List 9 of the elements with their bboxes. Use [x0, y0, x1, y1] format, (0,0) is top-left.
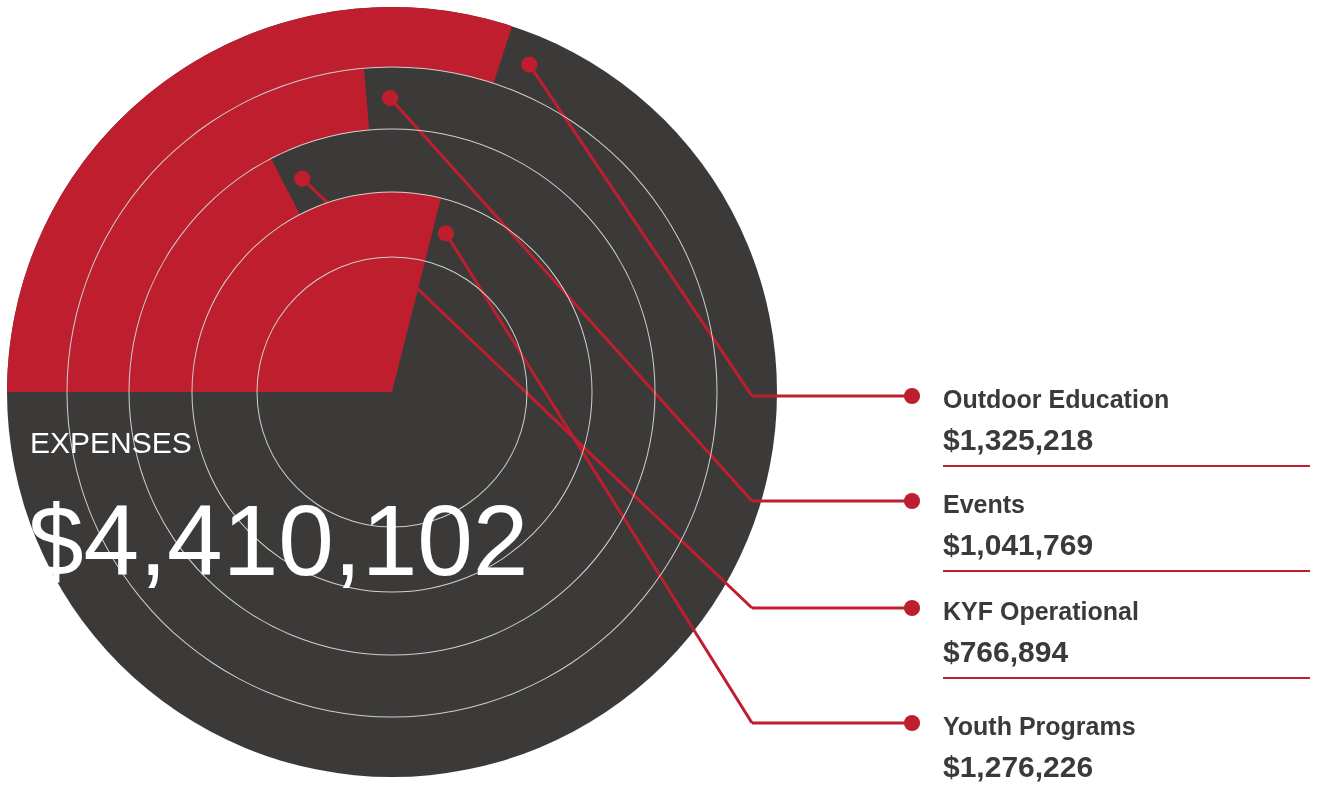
category-label: Outdoor Education [943, 385, 1170, 413]
category-label: KYF Operational [943, 597, 1139, 625]
data-label: $1,276,226 [943, 750, 1094, 783]
category-label: Events [943, 490, 1025, 518]
data-label: $766,894 [943, 635, 1069, 668]
text: EXPENSES [30, 426, 192, 459]
data-label: $1,041,769 [943, 528, 1094, 561]
data-label: $1,325,218 [943, 423, 1094, 456]
category-label: Youth Programs [943, 712, 1136, 740]
